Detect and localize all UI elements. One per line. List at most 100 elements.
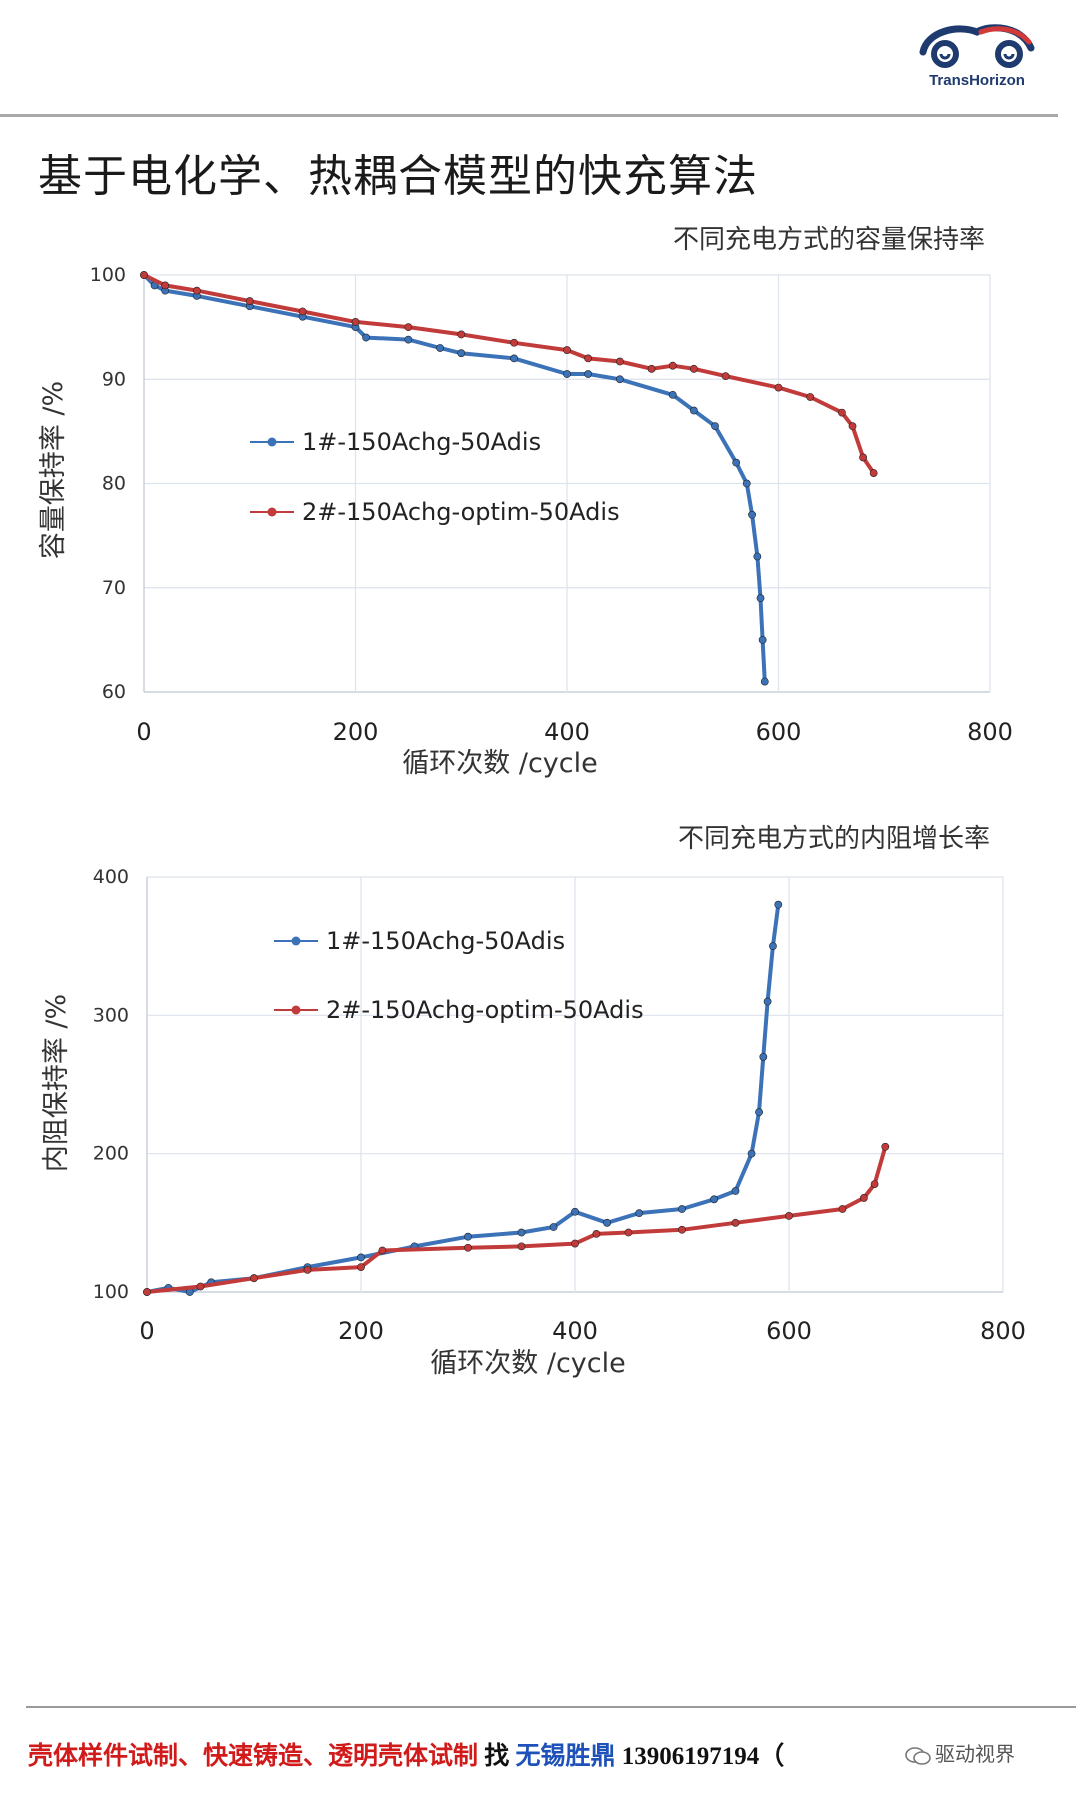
x-tick-label: 600 bbox=[756, 718, 802, 746]
data-point-2 bbox=[143, 1288, 151, 1296]
data-point-1 bbox=[732, 458, 741, 467]
x-tick-label: 800 bbox=[967, 718, 1013, 746]
x-tick-label: 800 bbox=[980, 1317, 1026, 1345]
data-point-1 bbox=[747, 1149, 756, 1158]
data-point-1 bbox=[517, 1228, 526, 1237]
data-point-1 bbox=[603, 1218, 611, 1227]
data-point-1 bbox=[357, 1253, 365, 1262]
capacity-retention-chart: 不同充电方式的容量保持率 60 70 80 90 100 0 200 400 600 800 循环次数… bbox=[0, 0, 1080, 800]
data-point-2 bbox=[859, 453, 867, 462]
data-point-2 bbox=[869, 469, 878, 477]
header-divider bbox=[0, 114, 1058, 117]
series-line-2 bbox=[146, 1146, 888, 1294]
data-point-1 bbox=[731, 1187, 740, 1195]
y-tick-label: 80 bbox=[102, 473, 126, 495]
data-point-2 bbox=[721, 372, 730, 381]
data-point-2 bbox=[196, 1282, 205, 1291]
x-tick-label: 200 bbox=[338, 1317, 384, 1345]
data-point-2 bbox=[571, 1239, 579, 1248]
data-point-2 bbox=[161, 281, 170, 290]
data-point-1 bbox=[753, 552, 762, 561]
data-point-1 bbox=[549, 1223, 558, 1231]
data-point-1 bbox=[464, 1232, 472, 1241]
data-point-2 bbox=[647, 364, 656, 373]
data-point-1 bbox=[615, 375, 624, 384]
x-tick-label: 0 bbox=[139, 1317, 154, 1345]
y-tick-label: 400 bbox=[93, 866, 129, 888]
data-point-1 bbox=[758, 635, 767, 644]
footer-ad-company: 无锡胜鼎 bbox=[515, 1743, 616, 1770]
series-line-2 bbox=[143, 273, 876, 475]
series-line-1 bbox=[142, 273, 767, 682]
data-point-1 bbox=[756, 594, 765, 603]
data-point-2 bbox=[881, 1142, 890, 1151]
data-point-2 bbox=[378, 1246, 387, 1255]
data-point-2 bbox=[245, 297, 254, 305]
data-point-2 bbox=[250, 1274, 258, 1283]
data-point-1 bbox=[760, 677, 769, 686]
data-point-1 bbox=[510, 354, 519, 363]
data-point-1 bbox=[668, 390, 677, 399]
legend-marker-1 bbox=[291, 936, 301, 946]
data-point-1 bbox=[690, 406, 698, 415]
legend-label-1: 1#-150Achg-50Adis bbox=[326, 927, 565, 955]
data-point-2 bbox=[615, 357, 624, 366]
legend-label-2: 2#-150Achg-optim-50Adis bbox=[302, 498, 620, 526]
page-title: 基于电化学、热耦合模型的快充算法 bbox=[38, 151, 758, 202]
capacity-retention-chart-svg: 不同充电方式的容量保持率 60 70 80 90 100 0 200 400 600 800 循环次数… bbox=[38, 225, 1013, 779]
series-line-1 bbox=[146, 904, 781, 1294]
data-point-2 bbox=[624, 1228, 633, 1237]
data-point-1 bbox=[635, 1209, 644, 1218]
data-point-1 bbox=[769, 942, 777, 951]
chart-title: 不同充电方式的内阻增长率 bbox=[678, 824, 990, 854]
footer-ad-services: 壳体样件试制、快速铸造、透明壳体试制 bbox=[28, 1743, 479, 1770]
y-tick-label: 100 bbox=[93, 1281, 129, 1303]
data-point-1 bbox=[774, 900, 783, 909]
x-axis-label: 循环次数 /cycle bbox=[430, 1348, 625, 1379]
wechat-account: 驱动视界 bbox=[935, 1742, 1015, 1766]
data-point-1 bbox=[404, 335, 413, 344]
transhorizon-logo: TransHorizon bbox=[912, 18, 1042, 103]
x-tick-label: 400 bbox=[552, 1317, 598, 1345]
data-point-1 bbox=[711, 422, 719, 431]
data-point-2 bbox=[140, 271, 148, 279]
legend-marker-1 bbox=[267, 437, 277, 447]
data-point-1 bbox=[678, 1205, 686, 1213]
data-point-2 bbox=[774, 383, 783, 392]
data-point-1 bbox=[759, 1052, 768, 1061]
y-tick-label: 60 bbox=[102, 681, 126, 703]
y-axis-label: 容量保持率 /% bbox=[38, 381, 69, 559]
wechat-watermark: 驱动视界 bbox=[905, 1738, 1015, 1767]
data-point-2 bbox=[351, 318, 360, 326]
data-point-2 bbox=[298, 307, 307, 316]
x-tick-label: 400 bbox=[544, 718, 590, 746]
y-tick-label: 300 bbox=[93, 1004, 129, 1026]
data-point-1 bbox=[710, 1195, 718, 1204]
data-point-1 bbox=[571, 1207, 579, 1216]
data-point-1 bbox=[362, 333, 370, 342]
resistance-growth-chart: 不同充电方式的内阻增长率 100 200 300 400 0 200 400 600 800 循环次… bbox=[0, 800, 1080, 1420]
footer-ad-find: 找 bbox=[484, 1743, 510, 1770]
x-tick-label: 200 bbox=[333, 718, 379, 746]
data-point-2 bbox=[192, 286, 201, 295]
data-point-1 bbox=[763, 997, 772, 1006]
footer-ad-phone: 13906197194（ bbox=[621, 1743, 785, 1770]
y-tick-label: 90 bbox=[102, 368, 126, 390]
data-point-2 bbox=[785, 1212, 793, 1220]
data-point-2 bbox=[517, 1242, 526, 1251]
data-point-1 bbox=[755, 1108, 763, 1117]
logo-text: TransHorizon bbox=[929, 72, 1025, 89]
data-point-1 bbox=[436, 344, 444, 352]
x-tick-label: 600 bbox=[766, 1317, 812, 1345]
footer-divider bbox=[26, 1706, 1076, 1708]
data-point-2 bbox=[510, 338, 519, 347]
wechat-icon bbox=[905, 1746, 931, 1765]
x-tick-label: 0 bbox=[136, 718, 151, 746]
data-point-2 bbox=[690, 364, 698, 373]
resistance-growth-chart-svg: 不同充电方式的内阻增长率 100 200 300 400 0 200 400 600 800 循环次… bbox=[41, 824, 1026, 1379]
data-point-2 bbox=[838, 408, 846, 417]
data-point-2 bbox=[860, 1194, 868, 1202]
legend-marker-2 bbox=[291, 1005, 301, 1015]
data-point-2 bbox=[357, 1263, 365, 1271]
legend-label-1: 1#-150Achg-50Adis bbox=[302, 428, 541, 456]
